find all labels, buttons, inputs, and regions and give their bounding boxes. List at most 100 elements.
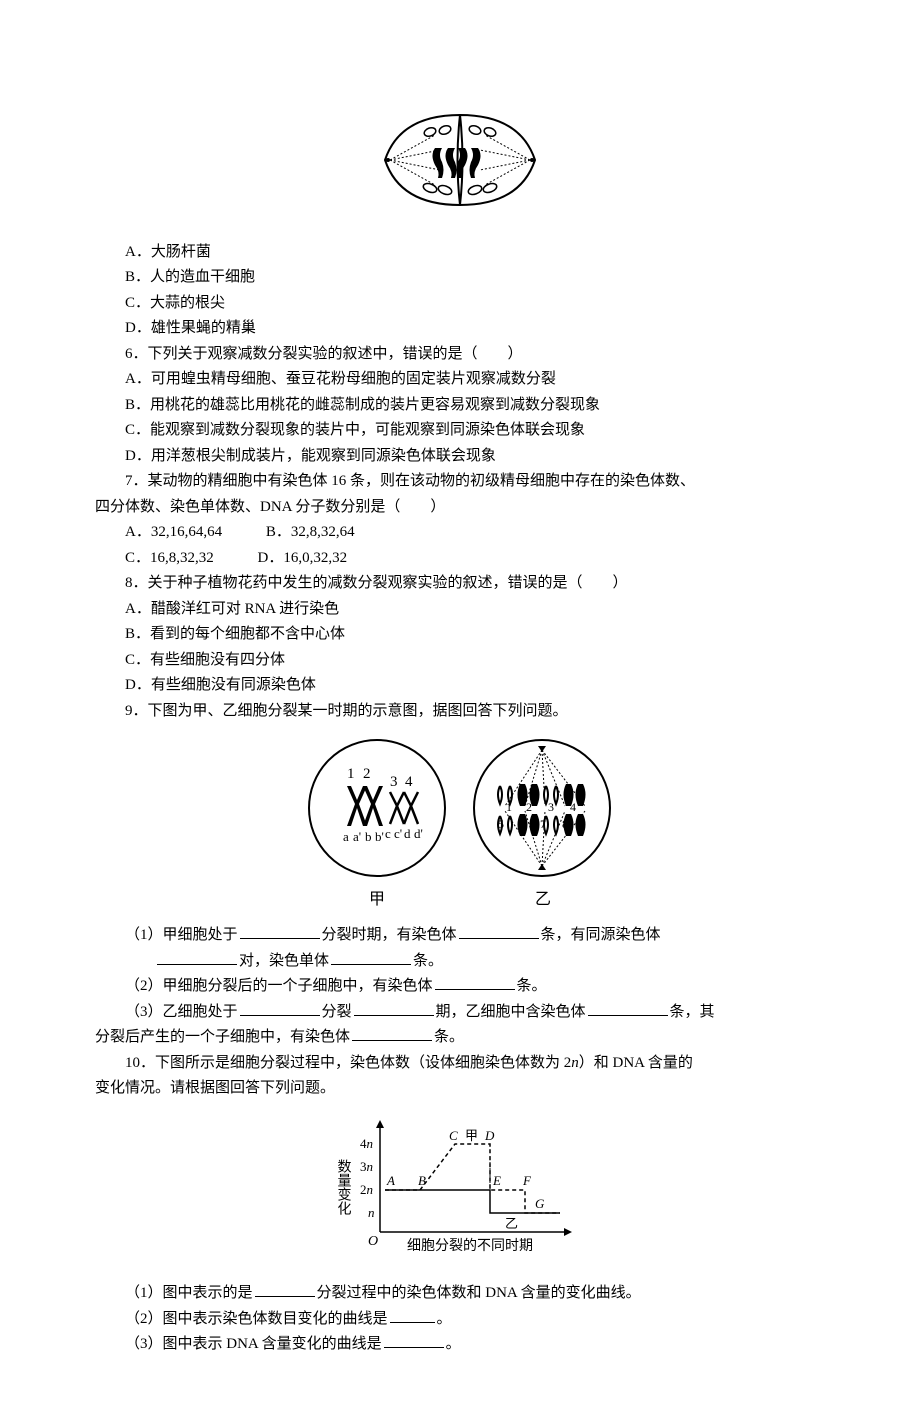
svg-text:O: O [368,1234,378,1249]
q9-sub1-cont-text1: 对，染色单体 [239,953,329,969]
q7-options-row2: C．16,8,32,32 D．16,0,32,32 [95,546,825,572]
svg-text:C: C [449,1128,458,1143]
blank-input[interactable] [352,1026,432,1041]
q9-sub3-cont-text2: 条。 [434,1029,464,1045]
svg-text:b: b [365,829,372,844]
cell-anaphase-diagram [360,100,560,220]
q10-sub1-text2: 分裂过程中的染色体数和 DNA 含量的变化曲线。 [317,1285,641,1301]
q5-option-b: B．人的造血干细胞 [95,265,825,291]
svg-text:3n: 3n [360,1159,373,1174]
svg-text:D: D [484,1128,495,1143]
svg-text:甲: 甲 [465,1128,478,1143]
label-jia: 甲 [369,886,385,913]
blank-input[interactable] [354,1001,434,1016]
blank-input[interactable] [390,1308,435,1323]
q9-sub3-text1: （3）乙细胞处于 [125,1004,238,1020]
svg-text:数量变化: 数量变化 [336,1159,352,1216]
q5-option-a: A．大肠杆菌 [95,240,825,266]
q9-sub1: （1）甲细胞处于分裂时期，有染色体条，有同源染色体 [95,923,825,949]
q7-option-a: A．32,16,64,64 [125,520,222,546]
q9-figure-labels: 甲 乙 [95,886,825,913]
svg-text:d: d [404,826,411,841]
blank-input[interactable] [240,1001,320,1016]
q9-sub3: （3）乙细胞处于分裂期，乙细胞中含染色体条，其 [95,1000,825,1026]
q9-sub3-cont-text1: 分裂后产生的一个子细胞中，有染色体 [95,1029,350,1045]
q10-sub1: （1）图中表示的是 分裂过程中的染色体数和 DNA 含量的变化曲线。 [95,1281,825,1307]
q10-stem-text1: 10．下图所示是细胞分裂过程中，染色体数（设体细胞染色体数为 2 [125,1055,571,1071]
svg-text:a': a' [353,829,361,844]
q10-sub3-text2: 。 [446,1336,461,1352]
q8-option-c: C．有些细胞没有四分体 [95,648,825,674]
q8-option-b: B．看到的每个细胞都不含中心体 [95,622,825,648]
blank-input[interactable] [588,1001,668,1016]
q10-chart: n 2n 3n 4n 数量变化 O 细胞分裂的不同时期 A B C D E F … [95,1112,825,1272]
q6-option-a: A．可用蝗虫精母细胞、蚕豆花粉母细胞的固定装片观察减数分裂 [95,367,825,393]
q10-stem-n: n [571,1055,579,1071]
svg-text:c': c' [394,826,402,841]
q6-stem: 6．下列关于观察减数分裂实验的叙述中，错误的是（ ） [95,342,825,368]
q10-stem-line2: 变化情况。请根据图回答下列问题。 [95,1076,825,1102]
q5-option-c: C．大蒜的根尖 [95,291,825,317]
q10-sub2-text1: （2）图中表示染色体数目变化的曲线是 [125,1311,388,1327]
q10-sub3-text1: （3）图中表示 DNA 含量变化的曲线是 [125,1336,382,1352]
blank-input[interactable] [435,975,515,990]
svg-text:G: G [535,1196,545,1211]
svg-text:c: c [385,826,391,841]
svg-text:6: 6 [518,817,524,831]
svg-text:F: F [522,1173,532,1188]
blank-input[interactable] [459,924,539,939]
q10-sub2-text2: 。 [437,1311,452,1327]
q9-sub1-cont-text2: 条。 [413,953,443,969]
q9-sub2-text1: （2）甲细胞分裂后的一个子细胞中，有染色体 [125,978,433,994]
svg-text:2n: 2n [360,1182,373,1197]
q8-option-d: D．有些细胞没有同源染色体 [95,673,825,699]
q6-option-b: B．用桃花的雄蕊比用桃花的雌蕊制成的装片更容易观察到减数分裂现象 [95,393,825,419]
q9-sub2: （2）甲细胞分裂后的一个子细胞中，有染色体条。 [95,974,825,1000]
blank-input[interactable] [331,950,411,965]
blank-input[interactable] [384,1333,444,1348]
svg-text:A: A [386,1173,395,1188]
q10-sub2: （2）图中表示染色体数目变化的曲线是 。 [95,1307,825,1333]
svg-text:7: 7 [540,817,546,831]
label-yi: 乙 [535,886,551,913]
svg-text:4n: 4n [360,1136,373,1151]
q6-option-d: D．用洋葱根尖制成装片，能观察到同源染色体联会现象 [95,444,825,470]
q8-stem: 8．关于种子植物花药中发生的减数分裂观察实验的叙述，错误的是（ ） [95,571,825,597]
svg-text:n: n [368,1205,375,1220]
q5-figure [95,100,825,230]
svg-text:8: 8 [562,817,568,831]
svg-text:b': b' [375,829,384,844]
q9-sub1-text2: 分裂时期，有染色体 [322,927,457,943]
q6-option-c: C．能观察到减数分裂现象的装片中，可能观察到同源染色体联会现象 [95,418,825,444]
q5-option-d: D．雄性果蝇的精巢 [95,316,825,342]
svg-text:4: 4 [570,800,576,814]
svg-text:3: 3 [548,800,554,814]
svg-text:乙: 乙 [505,1216,518,1231]
svg-text:1: 1 [347,766,355,782]
q9-sub3-text4: 条，其 [670,1004,715,1020]
q8-option-a: A．醋酸洋红可对 RNA 进行染色 [95,597,825,623]
svg-text:d': d' [414,826,423,841]
q7-stem-line1: 7．某动物的精细胞中有染色体 16 条，则在该动物的初级精母细胞中存在的染色体数… [95,469,825,495]
svg-text:2: 2 [526,800,532,814]
blank-input[interactable] [255,1282,315,1297]
q10-sub1-text1: （1）图中表示的是 [125,1285,253,1301]
blank-input[interactable] [240,924,320,939]
svg-text:B: B [418,1173,426,1188]
svg-text:2: 2 [363,766,371,782]
blank-input[interactable] [157,950,237,965]
svg-text:3: 3 [390,774,398,790]
q7-stem-line2: 四分体数、染色单体数、DNA 分子数分别是（ ） [95,495,825,521]
q9-sub1-text1: （1）甲细胞处于 [125,927,238,943]
cell-jia-diagram: 1 2 a a' b b' 3 4 c c' d d' [305,736,450,881]
cell-yi-diagram: 1 2 3 4 5 6 7 8 [470,736,615,881]
q7-option-b: B．32,8,32,64 [266,520,355,546]
q7-option-d: D．16,0,32,32 [258,546,348,572]
svg-text:4: 4 [405,774,413,790]
svg-text:细胞分裂的不同时期: 细胞分裂的不同时期 [407,1238,533,1254]
q9-stem: 9．下图为甲、乙细胞分裂某一时期的示意图，据图回答下列问题。 [95,699,825,725]
q9-sub1-cont: 对，染色单体 条。 [95,949,825,975]
q7-option-c: C．16,8,32,32 [125,546,214,572]
q9-sub3-text2: 分裂 [322,1004,352,1020]
svg-text:1: 1 [506,800,512,814]
